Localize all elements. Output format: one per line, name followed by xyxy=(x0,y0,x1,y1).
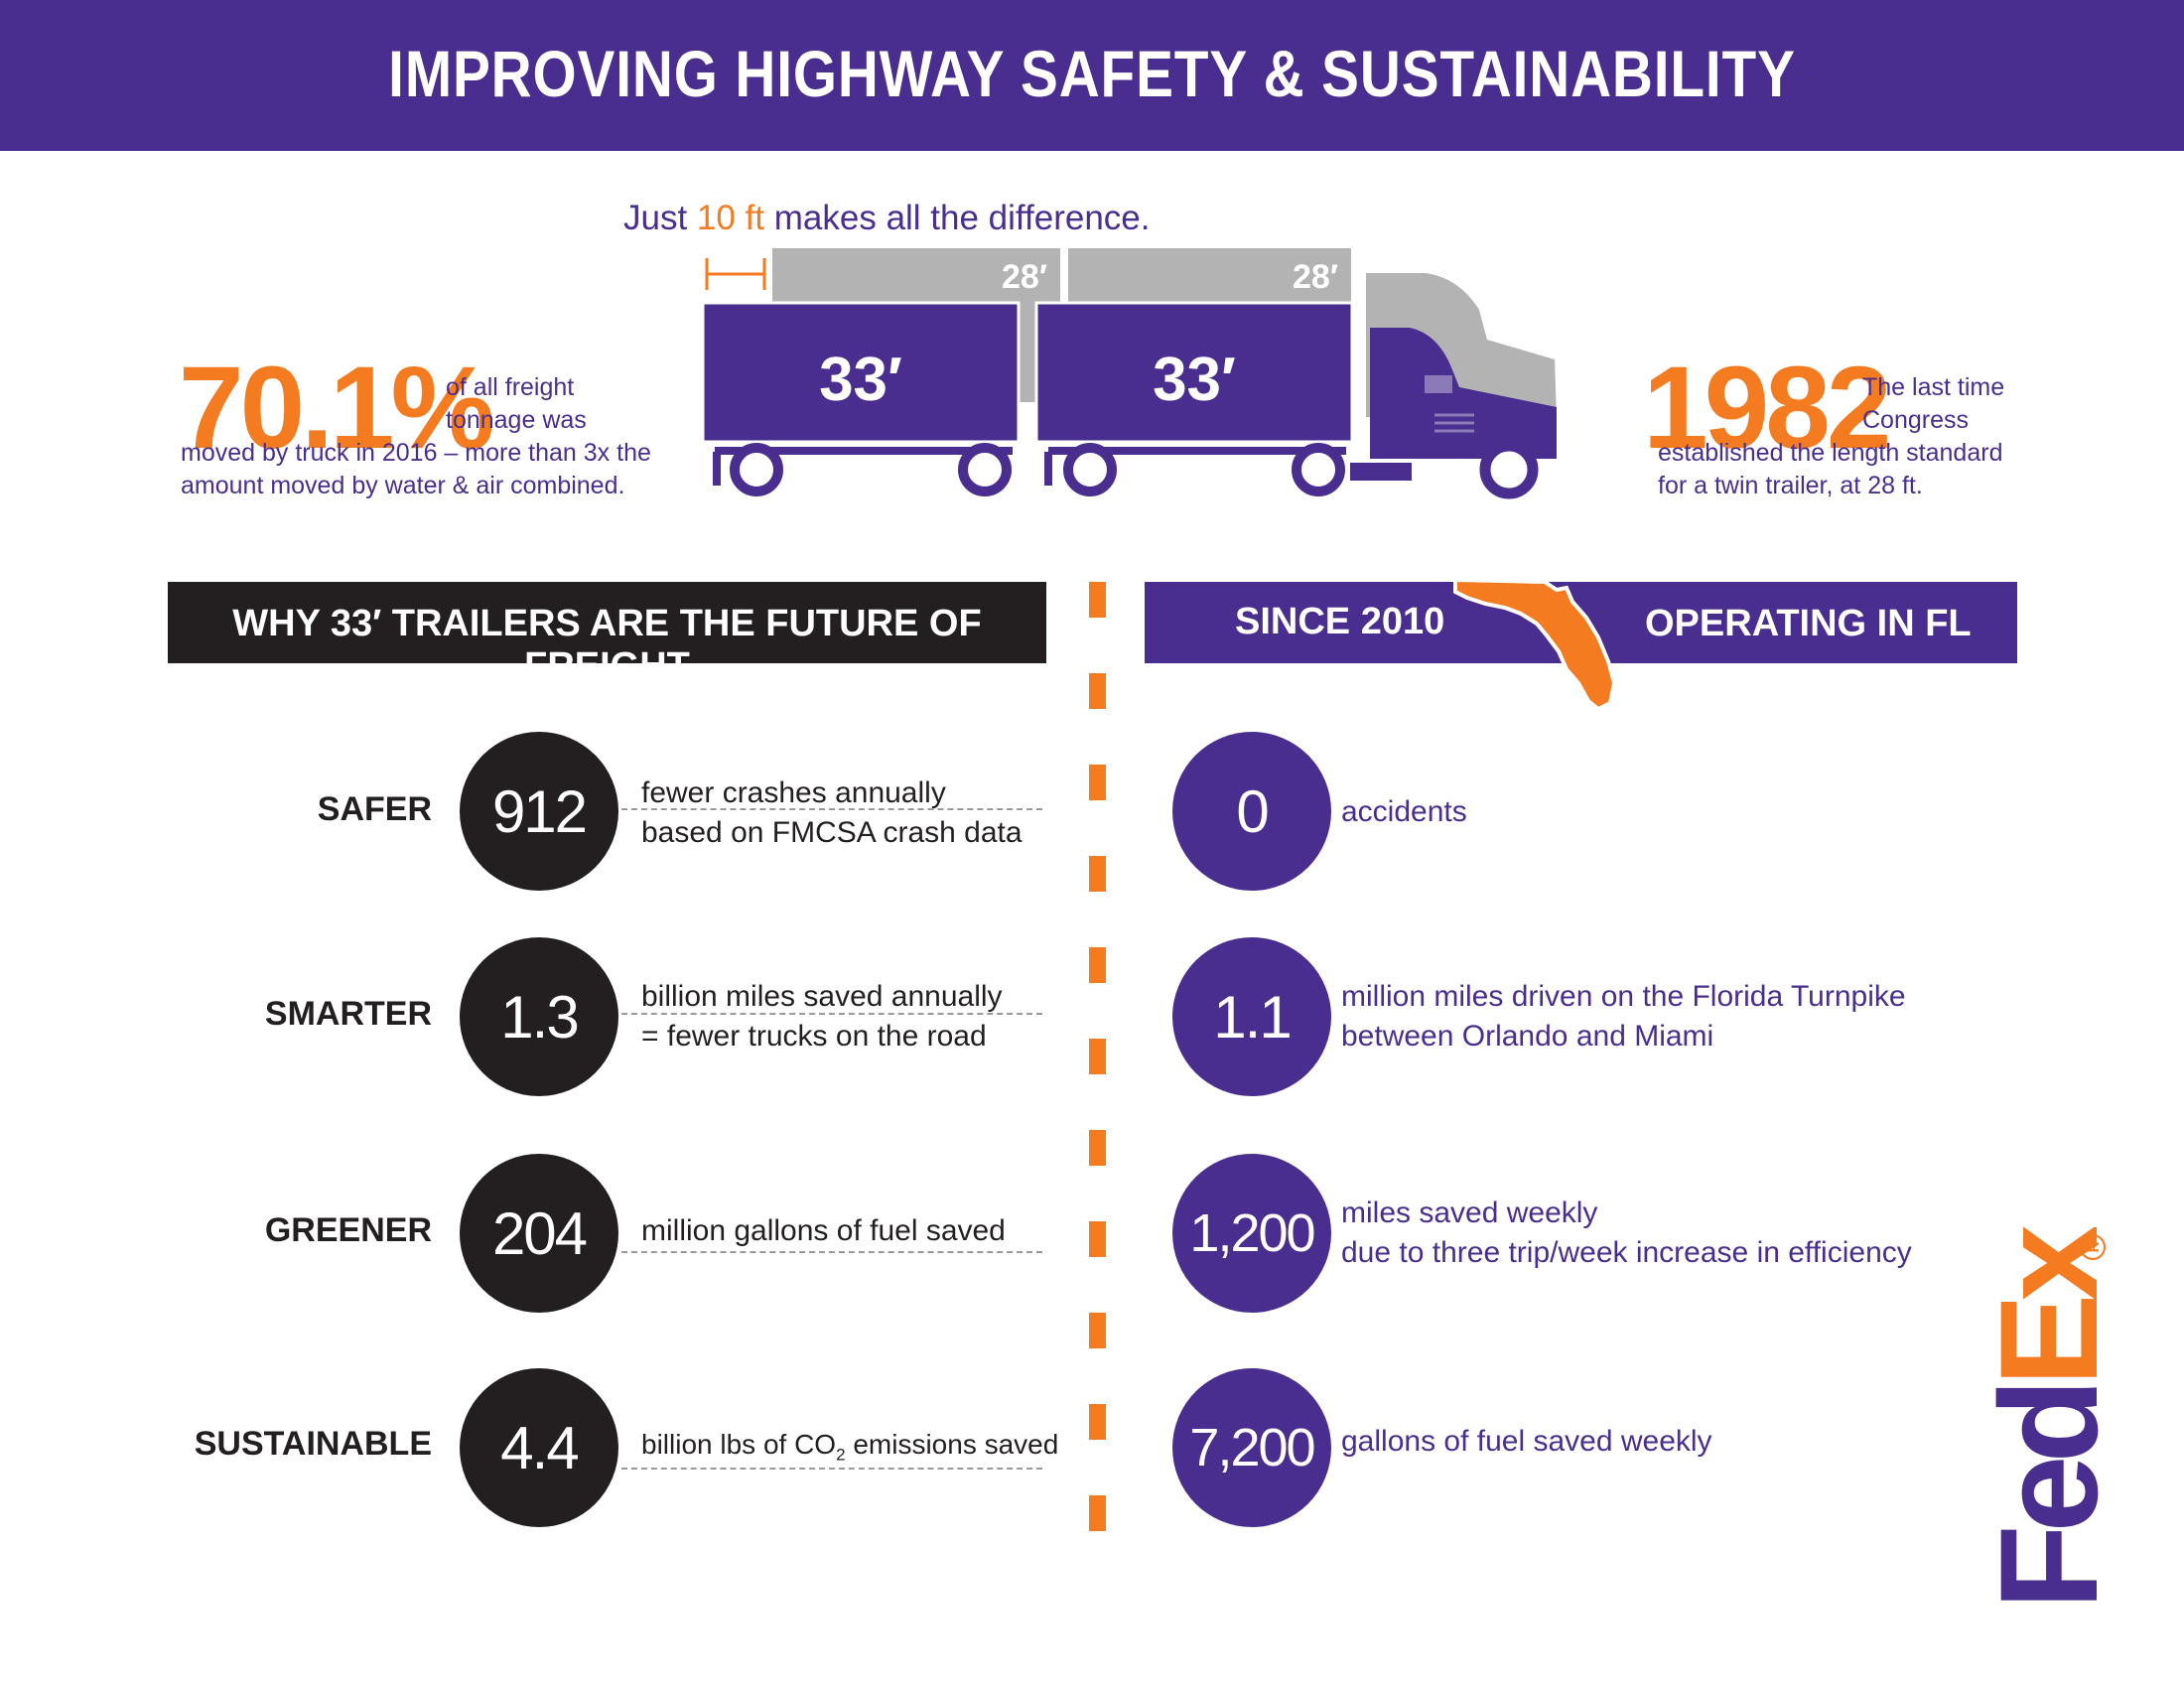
safer-dotted-line xyxy=(621,808,1042,810)
divider-dash xyxy=(1089,1313,1106,1348)
fedex-logo-fed: Fed xyxy=(1976,1386,2126,1610)
page-title: IMPROVING HIGHWAY SAFETY & SUSTAINABILIT… xyxy=(388,37,1796,110)
freight-tonnage-text-3: moved by truck in 2016 – more than 3x th… xyxy=(181,439,651,467)
accidents-value-circle: 0 xyxy=(1172,732,1331,891)
tagline-start: Just xyxy=(623,199,697,237)
truck-illustration: 28′ 28′ 33′ 33′ xyxy=(701,248,1557,499)
year-text-2: Congress xyxy=(1862,406,1969,434)
right-section-title-right: OPERATING IN FL xyxy=(1645,603,1972,644)
sustainable-value-circle: 4.4 xyxy=(460,1368,618,1527)
smarter-text-2: = fewer trucks on the road xyxy=(641,1020,987,1053)
co2-subscript: 2 xyxy=(836,1445,846,1465)
registered-mark-icon xyxy=(2080,1234,2106,1260)
right-section-title-left: SINCE 2010 xyxy=(1235,601,1445,642)
year-value: 1982 xyxy=(1643,343,1892,474)
fedex-logo: FedEx R xyxy=(1976,1227,2126,1610)
co2-text-start: billion lbs of CO xyxy=(641,1429,837,1460)
divider-dash xyxy=(1089,1495,1106,1531)
greener-text-1: million gallons of fuel saved xyxy=(641,1214,1006,1247)
freight-tonnage-text-2: tonnage was xyxy=(446,406,587,434)
row-label-sustainable: SUSTAINABLE xyxy=(194,1425,432,1463)
divider-dash xyxy=(1089,673,1106,709)
safer-text-1: fewer crashes annually xyxy=(641,776,946,809)
wheels xyxy=(730,440,1539,499)
year-text-3: established the length standard xyxy=(1658,439,2003,467)
new-trailer-rear-shape xyxy=(1034,301,1354,444)
divider-dash xyxy=(1089,1221,1106,1257)
smarter-value-circle: 1.3 xyxy=(460,937,618,1096)
divider-dash xyxy=(1089,1404,1106,1440)
year-text-1: The last time xyxy=(1862,373,2005,401)
old-trailer-label-2: 28′ xyxy=(1293,258,1338,296)
row-label-smarter: SMARTER xyxy=(264,995,432,1033)
co2-text-end: emissions saved xyxy=(845,1429,1059,1460)
new-trailer-front-shape xyxy=(701,301,1021,444)
freight-tonnage-value: 70.1% xyxy=(179,343,495,474)
year-text-4: for a twin trailer, at 28 ft. xyxy=(1658,472,1923,499)
safer-value-circle: 912 xyxy=(460,732,618,891)
sustainable-dotted-line xyxy=(621,1468,1042,1470)
new-trailer-label-2: 33′ xyxy=(1153,346,1236,414)
smarter-dotted-line xyxy=(621,1013,1042,1015)
turnpike-text-2: between Orlando and Miami xyxy=(1341,1020,1714,1053)
divider-dash xyxy=(1089,856,1106,892)
tagline-highlight: 10 ft xyxy=(696,199,765,237)
greener-value-circle: 204 xyxy=(460,1154,618,1313)
cab-shape xyxy=(1370,328,1557,459)
cab-window xyxy=(1425,375,1452,393)
divider-dash xyxy=(1089,582,1106,618)
divider-dash xyxy=(1089,1130,1106,1166)
greener-dotted-line xyxy=(621,1251,1042,1253)
divider-dash xyxy=(1089,1039,1106,1074)
freight-tonnage-text-1: of all freight xyxy=(446,373,575,401)
svg-text:FedEx: FedEx xyxy=(1976,1227,2126,1610)
left-section-title: WHY 33′ TRAILERS ARE THE FUTURE OF FREIG… xyxy=(232,603,982,687)
tagline-end: makes all the difference. xyxy=(764,199,1151,237)
freight-tonnage-text-4: amount moved by water & air combined. xyxy=(181,472,625,499)
new-trailer-label-1: 33′ xyxy=(819,346,902,414)
miles-weekly-text-1: miles saved weekly xyxy=(1341,1196,1598,1229)
miles-weekly-text-2: due to three trip/week increase in effic… xyxy=(1341,1236,1912,1269)
left-section-bar xyxy=(168,582,1046,663)
florida-map-icon xyxy=(1453,577,1617,712)
divider-dash xyxy=(1089,765,1106,800)
row-label-safer: SAFER xyxy=(317,790,432,828)
ten-foot-marker xyxy=(705,258,766,290)
turnpike-text-1: million miles driven on the Florida Turn… xyxy=(1341,980,1906,1013)
row-label-greener: GREENER xyxy=(264,1211,432,1249)
fuel-weekly-text: gallons of fuel saved weekly xyxy=(1341,1425,1712,1458)
header-bar xyxy=(0,0,2184,151)
truck-tagline: Just 10 ft makes all the difference. xyxy=(623,199,1150,238)
safer-text-2: based on FMCSA crash data xyxy=(641,816,1023,849)
divider-dash xyxy=(1089,947,1106,983)
smarter-text-1: billion miles saved annually xyxy=(641,980,1003,1013)
registered-mark-letter: R xyxy=(2086,1241,2103,1252)
old-trailer-label-1: 28′ xyxy=(1002,258,1047,296)
fedex-logo-ex: Ex xyxy=(1976,1227,2126,1386)
turnpike-value-circle: 1.1 xyxy=(1172,937,1331,1096)
miles-weekly-value-circle: 1,200 xyxy=(1172,1154,1331,1313)
sustainable-text-1: billion lbs of CO2 emissions saved xyxy=(641,1425,1058,1476)
fuel-weekly-value-circle: 7,200 xyxy=(1172,1368,1331,1527)
accidents-text: accidents xyxy=(1341,795,1467,828)
